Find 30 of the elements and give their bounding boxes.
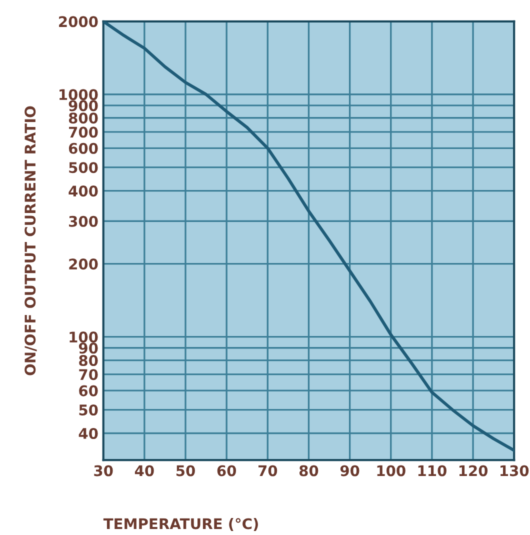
x-tick-label: 40 — [134, 465, 154, 476]
x-tick-label: 120 — [459, 465, 488, 476]
y-tick-label: 500 — [69, 162, 98, 174]
y-tick-label: 400 — [68, 186, 98, 197]
y-tick-label: 900 — [68, 100, 98, 112]
y-tick-label: 800 — [68, 112, 98, 124]
y-tick-label: 100 — [70, 332, 98, 343]
y-tick-label: 700 — [69, 126, 98, 138]
x-tick-label: 50 — [176, 465, 195, 476]
y-tick-label: 70 — [79, 369, 98, 380]
y-tick-label: 60 — [79, 385, 98, 396]
y-tick-label: 40 — [78, 428, 98, 440]
y-tick-label: 200 — [69, 258, 98, 270]
y-tick-label: 50 — [79, 404, 98, 416]
y-tick-label: 300 — [69, 216, 98, 227]
x-tick-label: 60 — [217, 465, 236, 476]
x-tick-label: 70 — [258, 465, 278, 476]
y-tick-label: 600 — [68, 142, 98, 154]
y-tick-label: 80 — [79, 355, 98, 366]
y-tick-label: 90 — [78, 342, 98, 354]
x-tick-label: 30 — [94, 465, 113, 476]
x-tick-label: 110 — [418, 465, 446, 476]
x-tick-label: 80 — [299, 465, 318, 476]
x-axis-title: TEMPERATURE (°C) — [103, 518, 258, 531]
x-tick-label: 130 — [500, 465, 529, 476]
y-tick-label: 2000 — [59, 16, 98, 28]
x-tick-label: 100 — [377, 465, 406, 476]
x-tick-label: 90 — [340, 465, 360, 476]
y-tick-label: 1000 — [60, 89, 98, 100]
y-axis-title: ON/OFF OUTPUT CURRENT RATIO — [24, 106, 37, 376]
